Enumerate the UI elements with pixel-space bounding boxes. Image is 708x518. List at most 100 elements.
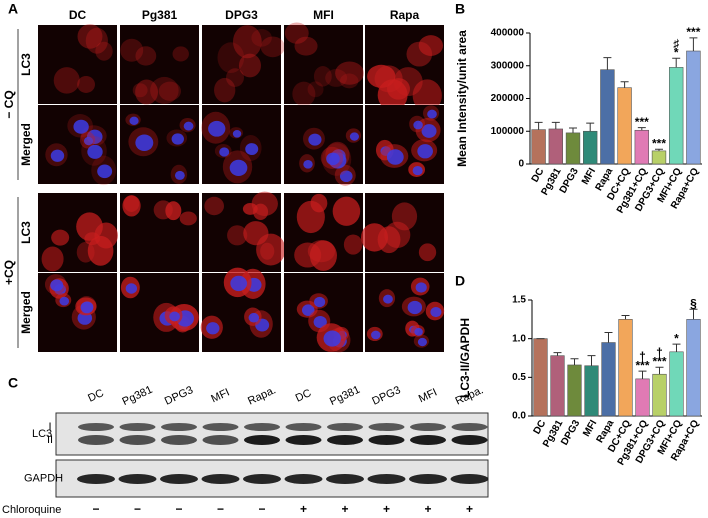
bar xyxy=(600,69,615,165)
treatment-sign: + xyxy=(300,502,307,516)
x-tick-label: DC xyxy=(532,418,549,436)
bar xyxy=(601,342,616,417)
cell xyxy=(150,76,179,104)
treatment-sign: − xyxy=(175,502,182,516)
micrograph xyxy=(120,25,199,104)
band-label: I xyxy=(48,421,51,433)
significance-mark: * xyxy=(674,331,679,345)
bar xyxy=(531,129,546,165)
group-label: − CQ xyxy=(2,90,16,118)
cell xyxy=(95,41,113,61)
cell xyxy=(204,196,225,216)
cell xyxy=(77,24,103,49)
band xyxy=(285,435,322,445)
panel-letter: C xyxy=(8,375,18,391)
nucleus xyxy=(129,116,139,126)
band xyxy=(78,423,114,431)
lane-label: DC xyxy=(86,387,106,405)
treatment-sign: − xyxy=(134,502,141,516)
cell xyxy=(418,35,444,56)
cell xyxy=(165,201,182,221)
bar xyxy=(567,364,582,417)
band xyxy=(201,474,240,484)
nucleus xyxy=(169,311,180,322)
nucleus xyxy=(183,121,194,131)
nucleus xyxy=(407,300,423,315)
group-label: +CQ xyxy=(2,260,16,285)
band xyxy=(367,474,406,484)
band xyxy=(410,435,446,445)
band xyxy=(77,474,115,484)
y-tick-label: 1.0 xyxy=(512,333,526,344)
x-tick-label: DC xyxy=(530,166,547,184)
cell xyxy=(153,200,173,220)
nucleus xyxy=(232,129,242,138)
treatment-label: Chloroquine xyxy=(2,504,61,516)
nucleus xyxy=(80,301,94,314)
band xyxy=(450,474,489,484)
cell xyxy=(41,246,64,272)
nucleus xyxy=(59,296,70,306)
bar xyxy=(550,355,565,417)
bar xyxy=(634,129,649,165)
error-bar xyxy=(551,121,560,129)
band xyxy=(119,423,156,431)
treatment-sign: + xyxy=(383,502,390,516)
cell xyxy=(85,27,108,54)
significance-mark: † xyxy=(639,349,646,363)
band xyxy=(368,435,405,445)
nucleus xyxy=(50,279,64,292)
lane-label: MFI xyxy=(417,386,439,405)
cell xyxy=(296,200,325,234)
bar xyxy=(584,365,599,417)
nucleus xyxy=(417,337,427,347)
nucleus xyxy=(414,327,423,336)
band xyxy=(243,474,281,484)
nucleus xyxy=(135,134,154,151)
band xyxy=(410,423,446,431)
cell xyxy=(260,36,285,58)
nucleus xyxy=(308,133,322,146)
error-bar xyxy=(620,81,629,88)
nucleus xyxy=(171,133,184,145)
nucleus xyxy=(87,144,103,159)
y-tick-label: 300000 xyxy=(491,60,525,71)
nucleus xyxy=(326,152,340,166)
cell xyxy=(377,226,401,254)
y-tick-label: 400000 xyxy=(491,28,525,39)
micrograph xyxy=(284,105,363,184)
nucleus xyxy=(208,120,226,137)
band xyxy=(118,474,157,484)
nucleus xyxy=(83,136,94,146)
cell xyxy=(309,240,337,271)
lane-label: Pg381 xyxy=(121,384,155,408)
nucleus xyxy=(323,330,341,347)
nucleus xyxy=(417,144,433,159)
row-label: Merged xyxy=(19,123,33,166)
cell xyxy=(251,29,272,47)
nucleus xyxy=(230,275,248,292)
row-label: LC3 xyxy=(19,221,33,244)
y-tick-label: 100000 xyxy=(491,126,525,137)
nucleus xyxy=(245,143,259,155)
treatment-sign: − xyxy=(217,502,224,516)
error-bar xyxy=(570,358,579,365)
cell xyxy=(76,212,103,241)
cell xyxy=(335,61,364,85)
nucleus xyxy=(73,119,89,134)
significance-mark: *** xyxy=(652,136,666,150)
cell xyxy=(172,46,189,62)
y-axis-label: Mean Intensity/unit area xyxy=(455,30,469,167)
cell xyxy=(238,53,262,78)
bar xyxy=(548,128,563,165)
treatment-sign: + xyxy=(424,502,431,516)
panel-letter: D xyxy=(455,273,465,289)
cell xyxy=(77,75,95,93)
column-label: DPG3 xyxy=(225,8,258,22)
column-label: MFI xyxy=(313,8,334,22)
cell xyxy=(135,46,157,66)
cell xyxy=(87,235,114,266)
bar xyxy=(617,87,632,165)
band xyxy=(409,474,447,484)
